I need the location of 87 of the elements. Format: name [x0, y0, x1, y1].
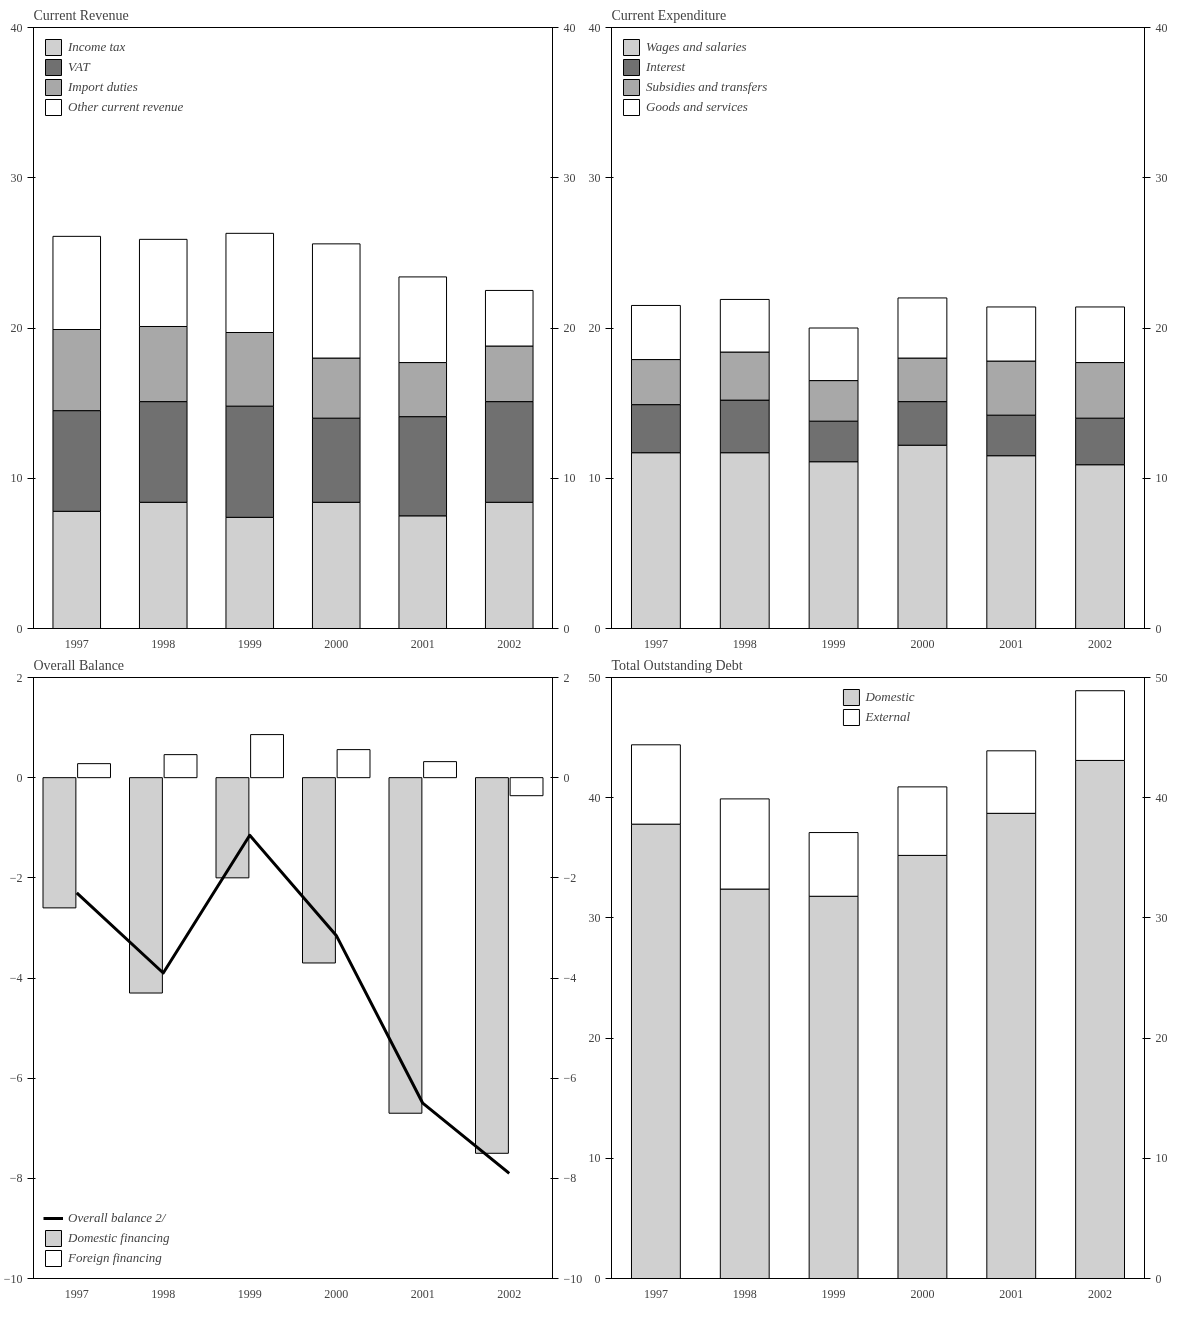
y2-tick-label: 0 [563, 621, 570, 636]
x-tick-label: 1999 [237, 1286, 262, 1301]
y-tick-label: −6 [9, 1071, 23, 1086]
y2-tick-label: 20 [1155, 321, 1168, 335]
x-tick-label: 1999 [821, 636, 846, 651]
y-tick-label: 20 [588, 321, 601, 335]
x-tick-label: 1998 [151, 636, 176, 651]
y2-tick-label: 30 [1155, 170, 1168, 185]
x-tick-label: 2000 [324, 636, 349, 651]
y-tick-label: 0 [594, 621, 601, 636]
y2-tick-label: 0 [1155, 1271, 1162, 1286]
legend-label: Other current revenue [68, 99, 184, 115]
x-tick-label: 1997 [64, 636, 89, 651]
y2-tick-label: −2 [563, 870, 577, 885]
x-tick-label: 1998 [732, 1286, 757, 1301]
x-tick-label: 1998 [151, 1286, 176, 1301]
chart-title: Current Revenue [33, 7, 129, 23]
y-tick-label: 2 [16, 670, 23, 685]
legend-label: Subsidies and transfers [646, 79, 768, 95]
y-tick-label: 40 [588, 790, 601, 805]
legend-label: Domestic financing [68, 1230, 170, 1246]
chart-title: Overall Balance [33, 657, 125, 673]
x-tick-label: 1997 [643, 636, 668, 651]
chart-title: Current Expenditure [611, 7, 727, 23]
y2-tick-label: 20 [1155, 1031, 1168, 1046]
y-tick-label: −8 [9, 1171, 23, 1186]
y-tick-label: 10 [588, 1151, 601, 1166]
x-tick-label: 2000 [910, 1286, 935, 1301]
y2-tick-label: −8 [563, 1171, 577, 1186]
legend-label: Domestic [865, 689, 915, 705]
chart-title: Total Outstanding Debt [611, 657, 743, 673]
x-tick-label: 2002 [1088, 1286, 1113, 1301]
y2-tick-label: −6 [563, 1071, 577, 1086]
x-tick-label: 2002 [1088, 636, 1113, 651]
x-tick-label: 2002 [497, 636, 522, 651]
y-tick-label: 10 [588, 471, 601, 486]
y-tick-label: −2 [9, 870, 23, 885]
y2-tick-label: 10 [563, 471, 576, 486]
x-tick-label: 2001 [410, 1286, 435, 1301]
x-tick-label: 2001 [410, 636, 435, 651]
y-tick-label: −10 [3, 1271, 23, 1286]
x-tick-label: 1999 [821, 1286, 846, 1301]
x-tick-label: 2001 [999, 636, 1024, 651]
x-tick-label: 1997 [643, 1286, 668, 1301]
y-tick-label: 40 [588, 20, 601, 35]
y2-tick-label: 2 [563, 670, 570, 685]
legend-label: Income tax [68, 39, 126, 55]
legend-label: Goods and services [646, 99, 748, 115]
y-tick-label: 0 [594, 1271, 601, 1286]
legend-label: External [865, 709, 911, 725]
legend-label: Interest [646, 59, 686, 75]
y2-tick-label: 40 [563, 20, 576, 35]
y2-tick-label: 30 [1155, 910, 1168, 925]
y2-tick-label: 40 [1155, 20, 1168, 35]
y-tick-label: 20 [588, 1031, 601, 1046]
y-tick-label: 0 [16, 770, 23, 785]
y2-tick-label: −4 [563, 971, 577, 985]
legend-label: Foreign financing [68, 1250, 162, 1266]
legend-label: Wages and salaries [646, 39, 747, 55]
y-tick-label: 30 [588, 910, 601, 925]
y-tick-label: 20 [10, 321, 23, 335]
legend-label: VAT [68, 59, 90, 75]
y-tick-label: 30 [588, 170, 601, 185]
y-tick-label: 0 [16, 621, 23, 636]
x-tick-label: 2001 [999, 1286, 1024, 1301]
y2-tick-label: 40 [1155, 790, 1168, 805]
x-tick-label: 1999 [237, 636, 262, 651]
x-tick-label: 1998 [732, 636, 757, 651]
y2-tick-label: 20 [563, 321, 576, 335]
y-tick-label: 30 [10, 170, 23, 185]
legend-label: Import duties [68, 79, 138, 95]
x-tick-label: 2002 [497, 1286, 522, 1301]
y-tick-label: −4 [9, 971, 23, 985]
y2-tick-label: 50 [1155, 670, 1168, 685]
y2-tick-label: −10 [563, 1271, 583, 1286]
y2-tick-label: 0 [563, 770, 570, 785]
legend-label: Overall balance 2/ [68, 1210, 166, 1226]
y2-tick-label: 10 [1155, 471, 1168, 486]
x-tick-label: 2000 [324, 1286, 349, 1301]
y-tick-label: 40 [10, 20, 23, 35]
y-tick-label: 10 [10, 471, 23, 486]
x-tick-label: 1997 [64, 1286, 89, 1301]
y2-tick-label: 0 [1155, 621, 1162, 636]
x-tick-label: 2000 [910, 636, 935, 651]
y2-tick-label: 10 [1155, 1151, 1168, 1166]
y2-tick-label: 30 [563, 170, 576, 185]
y-tick-label: 50 [588, 670, 601, 685]
